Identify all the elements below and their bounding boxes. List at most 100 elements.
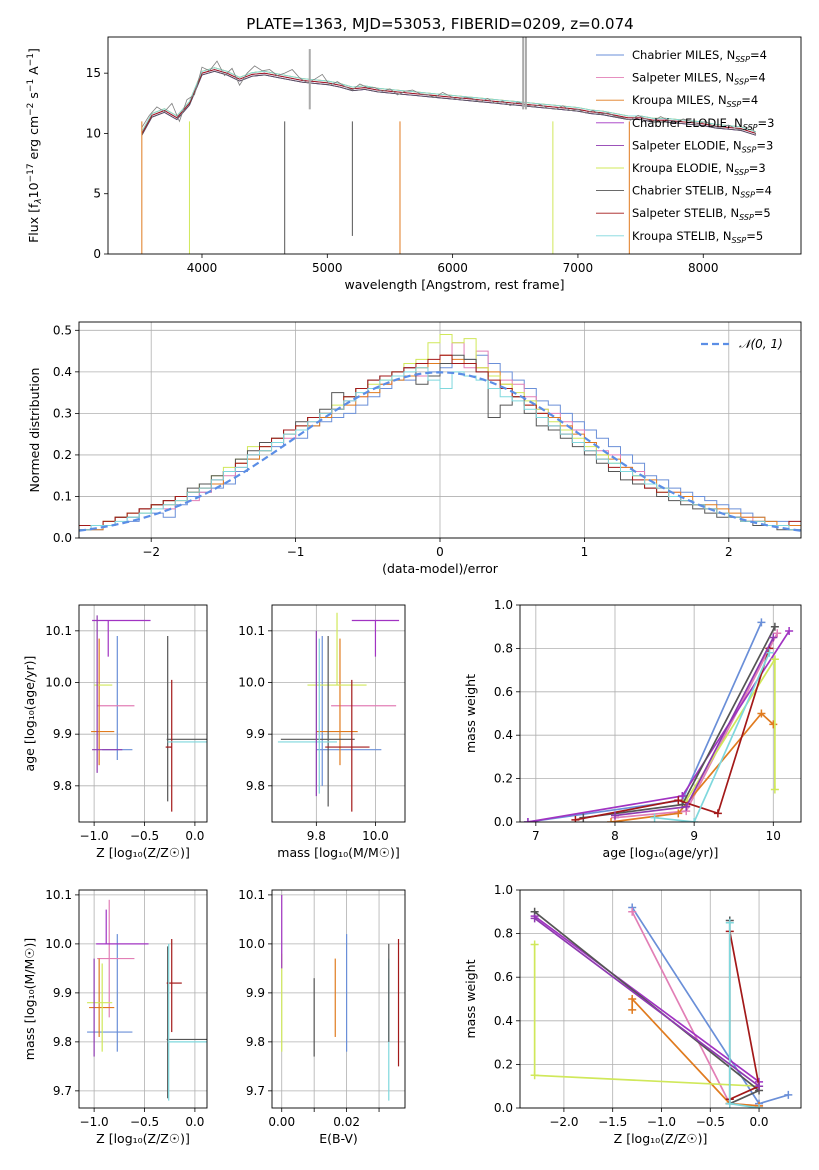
legend-entry: Salpeter STELIB, NSSP=5 bbox=[632, 206, 771, 222]
weight-marker bbox=[770, 785, 779, 794]
panel-age-vs-Z: −1.0 −0.5 0.0 9.8 9.9 10.0 10.1 Z [log₁₀(Z/Z☉)]… bbox=[22, 604, 208, 860]
legend-tail: =3 bbox=[756, 138, 773, 152]
x-tick-label: −0.5 bbox=[130, 829, 159, 843]
axes-frame bbox=[519, 604, 802, 823]
weight-marker bbox=[674, 809, 683, 818]
legend-label: Kroupa MILES, N bbox=[632, 93, 727, 107]
axes-frame bbox=[271, 604, 406, 823]
legend-label: Salpeter MILES, N bbox=[632, 71, 734, 85]
y-tick-label: 9.9 bbox=[53, 986, 72, 1000]
x-tick-label: −2 bbox=[142, 545, 160, 559]
y-tick-label: 10.0 bbox=[45, 937, 72, 951]
data-flux-line bbox=[141, 60, 757, 135]
legend-sub: SSP bbox=[734, 78, 749, 87]
y-tick-label: 10.0 bbox=[238, 937, 265, 951]
y-axis-label: mass weight bbox=[463, 959, 478, 1038]
label-part: s bbox=[26, 92, 41, 103]
histogram-series bbox=[79, 367, 801, 538]
model-line bbox=[141, 69, 757, 134]
plot-area bbox=[79, 333, 801, 538]
weight-marker bbox=[530, 940, 539, 949]
x-tick-label: 0.0 bbox=[185, 1115, 204, 1129]
y-tick-label: 10.1 bbox=[238, 624, 265, 638]
axes-frame bbox=[271, 889, 406, 1109]
y-tick-label: 0.3 bbox=[53, 406, 72, 420]
legend-sub: SSP bbox=[743, 123, 758, 132]
legend-entry: Chabrier MILES, NSSP=4 bbox=[632, 48, 767, 64]
legend-label: Chabrier ELODIE, N bbox=[632, 116, 743, 130]
legend-entry: Kroupa MILES, NSSP=4 bbox=[632, 93, 758, 109]
x-tick-label: 10 bbox=[766, 829, 781, 843]
weight-marker bbox=[678, 791, 687, 800]
weight-marker bbox=[690, 818, 699, 822]
weight-marker bbox=[757, 618, 766, 627]
axes-frame bbox=[78, 604, 208, 823]
legend-entry: Kroupa STELIB, NSSP=5 bbox=[632, 229, 763, 245]
y-tick-label: 0.2 bbox=[53, 448, 72, 462]
x-tick-label: 7000 bbox=[563, 261, 594, 275]
legend-sub: SSP bbox=[739, 213, 754, 222]
weight-marker bbox=[773, 629, 782, 638]
y-tick-label: 1.0 bbox=[494, 598, 513, 612]
axes-frame bbox=[107, 36, 802, 255]
weight-marker bbox=[765, 648, 774, 657]
y-tick-label: 0.6 bbox=[494, 970, 513, 984]
legend-tail: =5 bbox=[754, 206, 771, 220]
weight-line bbox=[614, 632, 779, 819]
legend-tail: =3 bbox=[749, 161, 766, 175]
weight-marker bbox=[725, 918, 734, 927]
panel-mass-vs-Z: −1.0 −0.5 0.0 9.7 9.8 9.9 10.0 10.1 Z [log₁₀(Z/Z… bbox=[22, 888, 208, 1146]
x-tick-label: −0.5 bbox=[696, 1115, 725, 1129]
x-tick-label: −1.0 bbox=[80, 1115, 109, 1129]
y-tick-label: 9.9 bbox=[246, 986, 265, 1000]
weight-marker bbox=[769, 633, 778, 642]
y-tick-label: 9.8 bbox=[53, 779, 72, 793]
legend-tail: =3 bbox=[758, 116, 775, 130]
y-tick-label: 0.0 bbox=[53, 531, 72, 545]
x-tick-label: 10.0 bbox=[362, 829, 389, 843]
label-part: 10 bbox=[26, 182, 41, 198]
legend-entry: Kroupa ELODIE, NSSP=3 bbox=[632, 161, 766, 177]
y-tick-label: 9.7 bbox=[53, 1084, 72, 1098]
legend-sub: SSP bbox=[735, 55, 750, 64]
y-tick-label: 10.1 bbox=[45, 888, 72, 902]
panel-weight-vs-Z: −2.0 −1.5 −1.0 −0.5 0.0 0.0 0.2 0.4 0.6 0.8 1.0 Z [… bbox=[463, 883, 802, 1146]
weight-marker bbox=[610, 811, 619, 820]
label-part: −17 bbox=[26, 163, 36, 182]
x-tick-label: −1 bbox=[287, 545, 305, 559]
legend-sub: SSP bbox=[742, 145, 757, 154]
legend-tail: =4 bbox=[741, 93, 758, 107]
weight-marker bbox=[755, 1082, 764, 1091]
y-tick-label: 5 bbox=[93, 187, 101, 201]
y-axis-label: mass [log₁₀(M/M☉)] bbox=[22, 938, 37, 1060]
x-tick-label: −1.5 bbox=[598, 1115, 627, 1129]
weight-marker bbox=[530, 914, 539, 923]
weight-marker bbox=[770, 655, 779, 664]
weight-marker bbox=[628, 907, 637, 916]
y-tick-label: 0.1 bbox=[53, 489, 72, 503]
label-part: ] bbox=[26, 48, 41, 53]
figure-title: PLATE=1363, MJD=53053, FIBERID=0209, z=0… bbox=[246, 15, 633, 33]
panel-weight-vs-age: 7 8 9 10 0.0 0.2 0.4 0.6 0.8 1.0 age [log₁₀(age/yr… bbox=[463, 598, 802, 860]
x-axis-label: (data-model)/error bbox=[382, 561, 499, 576]
y-tick-label: 0.6 bbox=[494, 685, 513, 699]
label-part: −2 bbox=[26, 103, 36, 116]
y-tick-label: 9.7 bbox=[246, 1084, 265, 1098]
label-part: −1 bbox=[26, 53, 36, 66]
panel-residuals: −2 −1 0 1 2 0.0 0.1 0.2 0.3 0.4 0.5 (data-model)/er… bbox=[27, 321, 802, 576]
weight-marker bbox=[650, 813, 659, 822]
weight-line bbox=[527, 622, 763, 822]
panel-age-vs-mass: 9.8 10.0 9.8 9.9 10.0 10.1 mass [log₁₀(M/M☉)] bbox=[238, 604, 406, 860]
legend-entry: Salpeter ELODIE, NSSP=3 bbox=[632, 138, 773, 154]
y-tick-label: 0.2 bbox=[494, 772, 513, 786]
y-tick-label: 9.8 bbox=[53, 1035, 72, 1049]
weight-line bbox=[631, 996, 760, 1107]
y-tick-label: 15 bbox=[86, 66, 101, 80]
x-axis-label: wavelength [Angstrom, rest frame] bbox=[344, 277, 564, 292]
y-axis-label: mass weight bbox=[463, 674, 478, 753]
y-tick-label: 0.8 bbox=[494, 927, 513, 941]
y-tick-label: 0 bbox=[93, 247, 101, 261]
